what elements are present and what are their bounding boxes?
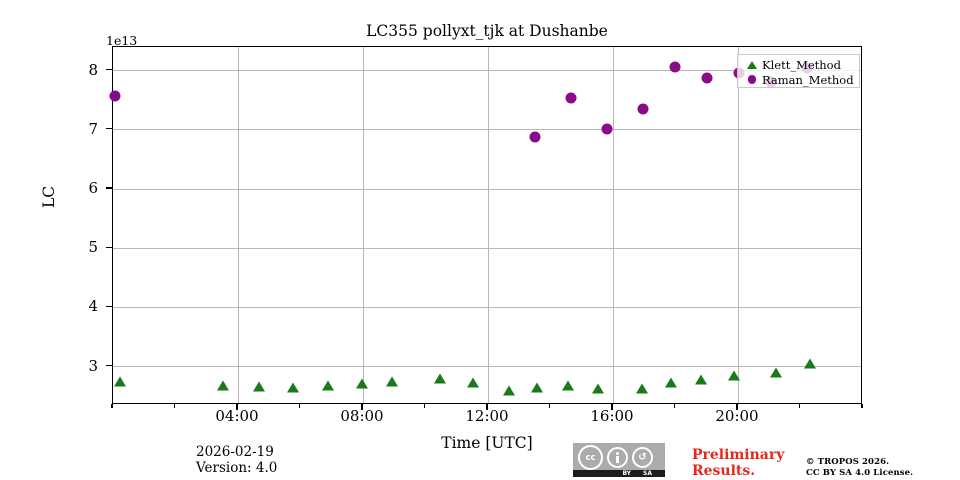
gridline-horizontal bbox=[113, 129, 861, 131]
gridline-horizontal bbox=[113, 70, 861, 72]
cc-by-label: BY bbox=[622, 470, 632, 477]
cc-sa-share-alike-icon: ↺ bbox=[632, 447, 653, 468]
data-point-klett bbox=[321, 380, 334, 391]
data-point-klett bbox=[287, 382, 300, 393]
data-point-klett bbox=[531, 382, 543, 393]
y-axis-exponent-label: 1e13 bbox=[106, 33, 138, 48]
copyright-line-2: CC BY SA 4.0 License. bbox=[806, 467, 914, 478]
x-tick-label: 16:00 bbox=[590, 407, 634, 425]
preliminary-line-1: Preliminary bbox=[692, 447, 785, 463]
legend-triangle-icon bbox=[742, 60, 762, 69]
x-tick-mark-minor bbox=[111, 404, 113, 408]
data-point-klett bbox=[252, 381, 265, 392]
legend-item-klett[interactable]: Klett_Method bbox=[742, 57, 855, 72]
data-point-klett bbox=[216, 380, 229, 391]
legend-circle-icon bbox=[742, 75, 762, 84]
data-point-raman bbox=[109, 90, 121, 102]
y-tick-mark bbox=[106, 69, 112, 71]
x-axis-label: Time [UTC] bbox=[441, 434, 533, 452]
x-tick-mark-minor bbox=[548, 404, 551, 408]
x-tick-mark bbox=[486, 404, 488, 410]
chart-legend[interactable]: Klett_Method Raman_Method bbox=[737, 54, 860, 88]
data-point-klett bbox=[502, 385, 515, 396]
y-tick-label: 8 bbox=[88, 60, 98, 79]
x-tick-label: 20:00 bbox=[715, 407, 759, 425]
plot-area bbox=[112, 46, 862, 404]
x-tick-mark-minor bbox=[298, 404, 301, 408]
preliminary-results-note: Preliminary Results. bbox=[692, 447, 784, 479]
x-tick-mark bbox=[361, 404, 363, 410]
x-tick-mark bbox=[236, 404, 238, 410]
gridline-vertical bbox=[237, 47, 239, 403]
data-point-klett bbox=[665, 377, 678, 388]
legend-label-raman: Raman_Method bbox=[762, 72, 854, 87]
copyright-line-1: © TROPOS 2026. bbox=[806, 457, 890, 467]
y-tick-mark bbox=[106, 246, 112, 248]
stamp-date-line: 2026-02-19 bbox=[196, 444, 274, 460]
data-point-klett bbox=[562, 380, 575, 391]
gridline-vertical bbox=[362, 47, 364, 403]
legend-item-raman[interactable]: Raman_Method bbox=[742, 72, 855, 87]
data-point-raman bbox=[601, 123, 613, 135]
data-point-klett bbox=[727, 370, 740, 381]
x-tick-mark-minor bbox=[423, 404, 426, 408]
gridline-horizontal bbox=[113, 247, 861, 249]
y-tick-mark bbox=[106, 305, 112, 307]
data-point-raman bbox=[669, 61, 680, 73]
gridline-vertical bbox=[737, 47, 739, 403]
x-tick-mark bbox=[736, 404, 738, 410]
cc-logo-icon: cc bbox=[578, 445, 603, 470]
data-point-klett bbox=[466, 377, 479, 388]
y-tick-label: 5 bbox=[88, 238, 98, 257]
stamp-version-line: Version: 4.0 bbox=[196, 460, 278, 476]
gridline-horizontal bbox=[113, 188, 861, 190]
cc-by-person-icon bbox=[607, 447, 628, 468]
gridline-horizontal bbox=[113, 366, 861, 368]
y-axis-label: LC bbox=[40, 185, 58, 208]
y-tick-label: 6 bbox=[88, 179, 98, 198]
data-point-klett bbox=[591, 383, 604, 394]
y-tick-mark bbox=[106, 128, 112, 130]
copyright-note: © TROPOS 2026. CC BY SA 4.0 License. bbox=[806, 457, 913, 478]
x-tick-label: 04:00 bbox=[215, 407, 259, 425]
data-point-klett bbox=[434, 373, 447, 384]
data-point-klett bbox=[113, 376, 126, 387]
gridline-vertical bbox=[612, 47, 614, 403]
data-point-klett bbox=[695, 374, 708, 385]
data-point-klett bbox=[804, 358, 817, 369]
data-point-raman bbox=[529, 131, 541, 143]
x-tick-mark-minor bbox=[173, 404, 176, 408]
x-tick-mark-minor bbox=[861, 404, 863, 408]
preliminary-line-2: Results. bbox=[692, 463, 756, 479]
y-tick-mark bbox=[106, 364, 112, 367]
legend-label-klett: Klett_Method bbox=[762, 57, 841, 72]
chart-title: LC355 pollyxt_tjk at Dushanbe bbox=[366, 22, 608, 40]
x-tick-label: 12:00 bbox=[465, 407, 509, 425]
data-point-raman bbox=[565, 92, 577, 104]
x-tick-mark-minor bbox=[673, 404, 676, 408]
cc-sa-label: SA bbox=[643, 470, 652, 477]
y-tick-label: 7 bbox=[88, 119, 98, 138]
gridline-vertical bbox=[487, 47, 489, 403]
data-point-klett bbox=[356, 378, 368, 389]
gridline-horizontal bbox=[113, 306, 861, 308]
x-tick-mark bbox=[611, 404, 613, 410]
data-point-klett bbox=[385, 376, 398, 387]
data-point-raman bbox=[701, 72, 713, 84]
data-point-raman bbox=[637, 103, 649, 115]
data-point-klett bbox=[770, 367, 783, 378]
y-tick-label: 4 bbox=[88, 297, 98, 316]
date-stamp: 2026-02-19 Version: 4.0 bbox=[196, 444, 277, 476]
y-tick-mark bbox=[106, 187, 112, 189]
y-tick-label: 3 bbox=[88, 356, 98, 375]
x-tick-mark-minor bbox=[798, 404, 801, 408]
x-tick-label: 08:00 bbox=[340, 407, 384, 425]
creative-commons-badge: cc ↺ BY SA bbox=[573, 443, 665, 477]
data-point-klett bbox=[635, 383, 648, 394]
